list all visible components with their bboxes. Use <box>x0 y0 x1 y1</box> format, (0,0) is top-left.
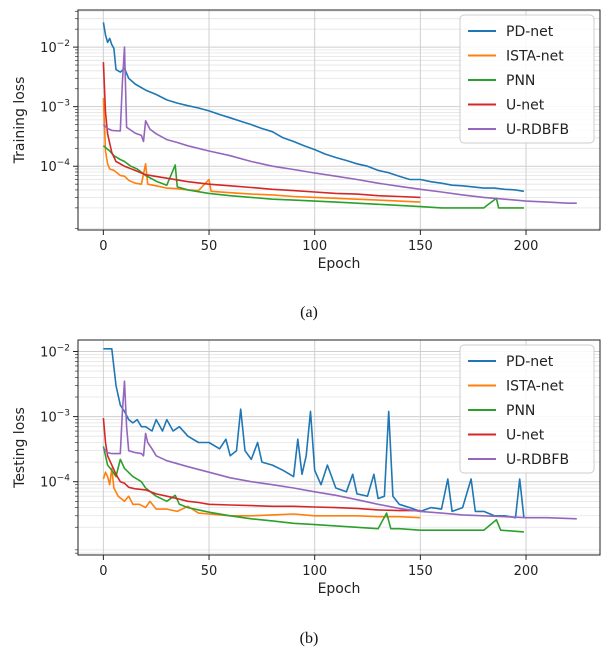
series-line-pnn <box>102 446 524 533</box>
legend: PD-net ISTA-net PNN U-net U-RDBFB <box>459 344 595 474</box>
legend-label: PNN <box>506 73 535 89</box>
legend-box <box>459 344 595 474</box>
plot-frame <box>77 9 601 231</box>
x-tick-label: 0 <box>99 239 107 254</box>
y-axis-label: Training loss <box>12 77 28 165</box>
panel-caption: (a) <box>300 304 318 321</box>
chart-panel-1: 0 50 100 150 200 10−4 10−3 10−2 Epoch Training lo… <box>12 9 601 321</box>
x-tick-label: 0 <box>99 564 107 579</box>
series-line-u-rdbfb <box>102 380 577 520</box>
legend-label: ISTA-net <box>506 379 564 395</box>
y-tick-label: 10−4 <box>40 158 70 175</box>
legend-label: U-RDBFB <box>506 452 569 468</box>
legend-label: PD-net <box>506 354 554 370</box>
series-line-pd-net <box>103 348 525 519</box>
series-line-ista-net <box>102 467 421 519</box>
x-tick-label: 100 <box>302 239 327 254</box>
series-lines <box>102 22 577 209</box>
x-tick-label: 150 <box>408 564 433 579</box>
x-tick-label: 50 <box>201 239 218 254</box>
legend-label: U-RDBFB <box>506 122 569 138</box>
panel-caption: (b) <box>300 630 319 647</box>
y-tick-label: 10−3 <box>40 99 70 116</box>
legend-label: PD-net <box>506 24 554 40</box>
x-tick-label: 50 <box>201 564 218 579</box>
plot-frame <box>77 339 601 556</box>
y-axis-label: Testing loss <box>12 407 28 489</box>
x-tick-label: 150 <box>408 239 433 254</box>
series-line-u-net <box>102 62 421 199</box>
series-line-ista-net <box>102 97 421 203</box>
legend-label: ISTA-net <box>506 49 564 65</box>
series-line-u-net <box>102 418 421 512</box>
chart-panel-2: 0 50 100 150 200 10−4 10−3 10−2 Epoch Testing los… <box>12 339 601 647</box>
legend-box <box>459 14 595 144</box>
x-axis-label: Epoch <box>318 256 361 272</box>
series-line-pnn <box>102 145 524 209</box>
y-tick-label: 10−4 <box>40 474 70 491</box>
series-line-u-rdbfb <box>102 46 577 204</box>
legend-label: U-net <box>506 98 545 114</box>
x-tick-label: 200 <box>514 564 539 579</box>
x-tick-label: 100 <box>302 564 327 579</box>
legend-label: PNN <box>506 403 535 419</box>
x-tick-label: 200 <box>514 239 539 254</box>
legend: PD-net ISTA-net PNN U-net U-RDBFB <box>459 14 595 144</box>
y-tick-label: 10−2 <box>40 343 70 360</box>
legend-label: U-net <box>506 428 545 444</box>
y-tick-label: 10−3 <box>40 409 70 426</box>
series-lines <box>102 348 577 533</box>
y-tick-label: 10−2 <box>40 39 70 56</box>
x-axis-label: Epoch <box>318 581 361 597</box>
